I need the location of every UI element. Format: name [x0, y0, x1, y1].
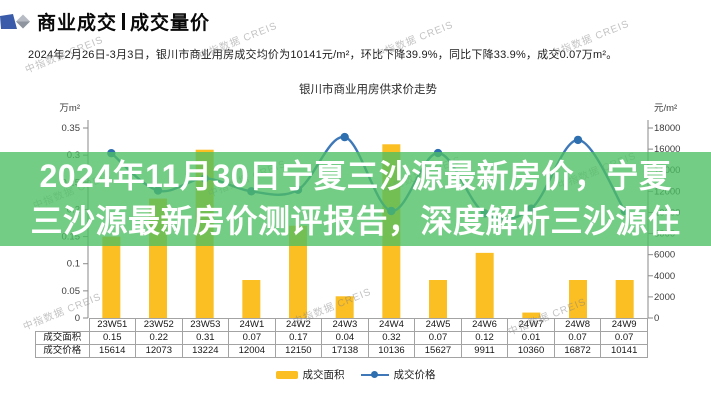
table-cell: 12004 — [228, 344, 276, 358]
table-cell: 0.15 — [88, 331, 137, 345]
chart-title: 银川市商业用房供求价走势 — [299, 82, 437, 96]
overlay-headline-line1: 2024年11月30日宁夏三沙源最新房价，宁夏 — [39, 158, 672, 194]
row-header: 成交价格 — [35, 344, 90, 358]
row-header: 成交面积 — [35, 331, 90, 345]
table-cell: 24W5 — [414, 318, 462, 332]
table-cell: 0.07 — [414, 331, 462, 345]
table-cell: 0.22 — [135, 331, 183, 345]
table-cell: 24W3 — [321, 318, 369, 332]
overlay-headline-line2: 三沙源最新房价测评报告，深度解析三沙源住 — [30, 203, 681, 239]
overlay-banner: 2024年11月30日宁夏三沙源最新房价，宁夏 三沙源最新房价测评报告，深度解析… — [0, 152, 711, 246]
section-title-left: 商业成交 — [37, 12, 118, 34]
bar-24W5 — [429, 280, 447, 318]
category-row: 23W51 23W52 23W53 24W1 24W2 24W3 24W4 24W5 24W6 2… — [36, 318, 648, 332]
table-cell: 24W9 — [600, 318, 648, 332]
table-cell: 12150 — [274, 344, 323, 358]
right-tick-label: 6000 — [654, 250, 675, 261]
table-cell: 24W6 — [460, 318, 509, 332]
table-cell: 24W1 — [228, 318, 276, 332]
bar-24W8 — [569, 280, 587, 318]
left-tick-label: 0.1 — [67, 259, 80, 270]
line-series-swatch — [360, 370, 389, 379]
table-cell: 15614 — [88, 344, 137, 358]
table-cell: 0.31 — [181, 331, 230, 345]
table-cell: 24W4 — [367, 318, 416, 332]
table-cell: 0.07 — [600, 331, 648, 345]
table-cell: 15627 — [414, 344, 462, 358]
right-tick-label: 16000 — [654, 144, 680, 155]
left-tick-label: 0 — [75, 313, 80, 324]
table-cell: 16872 — [553, 344, 602, 358]
bar-24W3 — [335, 296, 354, 318]
legend-item-area: 成交面积 — [275, 367, 345, 382]
table-cell: 9911 — [460, 344, 509, 358]
report-logo-icon — [0, 13, 30, 29]
bar-24W1 — [242, 280, 261, 318]
right-tick-label: 2000 — [654, 292, 675, 303]
bar-24W6 — [475, 252, 494, 318]
left-tick-label: 0.05 — [62, 286, 81, 297]
summary-text: 2024年2月26日-3月3日，银川市商业用房成交均价为10141元/m²，环比… — [28, 49, 618, 61]
table-cell: 0.07 — [553, 331, 602, 345]
legend-label-area: 成交面积 — [302, 369, 345, 381]
bar-series-swatch — [275, 370, 298, 379]
table-cell: 17138 — [321, 344, 369, 358]
bar-24W9 — [615, 280, 634, 318]
right-tick-label: 18000 — [654, 123, 680, 134]
right-tick-label: 4000 — [654, 271, 675, 282]
price-marker-24W3 — [340, 132, 349, 142]
left-axis-unit: 万m² — [59, 103, 80, 114]
bar-24W2 — [289, 225, 307, 318]
table-cell: 10360 — [507, 344, 555, 358]
bar-24W7 — [522, 312, 541, 318]
table-cell: 0.32 — [367, 331, 416, 345]
chart-data-table: 23W51 23W52 23W53 24W1 24W2 24W3 24W4 24W5 24W6 2… — [35, 318, 648, 358]
table-cell: 13224 — [181, 344, 230, 358]
title-divider — [122, 12, 126, 30]
table-cell: 10141 — [600, 344, 648, 358]
section-title-right: 成交量价 — [130, 12, 211, 34]
left-tick-label: 0.35 — [62, 123, 81, 134]
table-cell: 0.07 — [228, 331, 276, 345]
right-axis-unit: 元/m² — [654, 103, 677, 114]
table-cell: 12073 — [135, 344, 183, 358]
table-cell: 23W51 — [88, 318, 137, 332]
table-cell: 23W52 — [135, 318, 183, 332]
bar-23W51 — [102, 236, 121, 318]
value-row-1: 成交价格 15614 12073 13224 12004 12150 17138 10136 1… — [35, 344, 648, 358]
table-cell: 0.17 — [274, 331, 323, 345]
section-header: 商业成交 成交量价 — [0, 6, 210, 36]
right-tick-label: 0 — [654, 313, 659, 324]
table-cell: 0.04 — [321, 331, 369, 345]
table-cell: 23W53 — [181, 318, 230, 332]
legend-item-price: 成交价格 — [360, 367, 436, 382]
legend-label-price: 成交价格 — [393, 369, 436, 381]
table-cell: 24W8 — [553, 318, 602, 332]
price-marker-24W8 — [573, 135, 583, 145]
value-row-0: 成交面积 0.15 0.22 0.31 0.07 0.17 0.04 0.32 0.07 0.12… — [35, 331, 648, 345]
table-cell: 10136 — [367, 344, 416, 358]
table-cell: 0.12 — [460, 331, 509, 345]
chart-legend: 成交面积 成交价格 — [0, 367, 711, 382]
